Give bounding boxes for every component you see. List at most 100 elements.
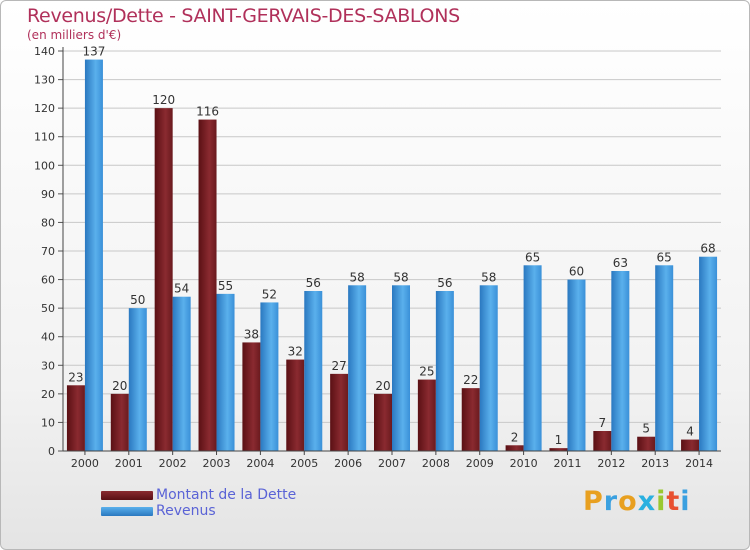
bar-revenus: [128, 308, 147, 451]
logo-letter: o: [618, 486, 638, 517]
data-label: 55: [218, 279, 233, 293]
y-tick-label: 10: [41, 416, 55, 429]
bar-dette: [461, 388, 480, 451]
y-tick-label: 50: [41, 302, 55, 315]
data-label: 20: [375, 379, 390, 393]
data-label: 7: [599, 416, 607, 430]
x-tick-label: 2000: [71, 457, 99, 470]
data-label: 68: [700, 242, 715, 256]
data-label: 5: [642, 422, 650, 436]
x-tick-label: 2013: [641, 457, 669, 470]
legend-swatch-revenus: [101, 507, 153, 516]
bar-dette: [374, 393, 392, 451]
legend-label-revenus: Revenus: [156, 503, 216, 519]
data-label: 54: [174, 282, 189, 296]
x-tick-label: 2003: [203, 457, 231, 470]
logo-letter: x: [637, 486, 657, 517]
y-tick-label: 110: [34, 131, 55, 144]
bar-dette: [637, 436, 656, 451]
data-label: 27: [331, 359, 346, 373]
y-tick-label: 120: [34, 102, 55, 115]
bar-dette: [330, 373, 349, 451]
y-tick-label: 20: [41, 388, 55, 401]
data-label: 2: [511, 430, 519, 444]
bar-dette: [505, 445, 524, 451]
bar-dette: [154, 108, 173, 452]
x-tick-label: 2001: [115, 457, 143, 470]
y-tick-label: 30: [41, 359, 55, 372]
bar-dette: [417, 379, 436, 451]
data-label: 137: [82, 45, 105, 59]
bar-revenus: [435, 291, 454, 451]
data-label: 63: [613, 256, 628, 270]
bar-dette: [198, 119, 217, 452]
y-tick-label: 40: [41, 331, 55, 344]
data-label: 50: [130, 293, 145, 307]
bar-revenus: [567, 279, 586, 451]
bar-revenus: [84, 59, 103, 451]
bar-revenus: [260, 302, 279, 451]
data-label: 56: [306, 276, 321, 290]
x-tick-label: 2004: [246, 457, 274, 470]
bar-revenus: [348, 285, 367, 451]
x-tick-label: 2005: [290, 457, 318, 470]
bar-dette: [66, 385, 85, 451]
bar-revenus: [699, 256, 718, 451]
data-label: 4: [686, 425, 694, 439]
chart-title: Revenus/Dette - SAINT-GERVAIS-DES-SABLON…: [27, 5, 460, 27]
data-label: 38: [244, 327, 259, 341]
x-tick-label: 2012: [597, 457, 625, 470]
y-tick-label: 70: [41, 245, 55, 258]
logo-letter: i: [656, 486, 667, 517]
x-tick-label: 2008: [422, 457, 450, 470]
data-label: 1: [555, 433, 563, 447]
data-label: 116: [196, 105, 219, 119]
bar-dette: [286, 359, 305, 451]
x-tick-label: 2007: [378, 457, 406, 470]
y-tick-label: 130: [34, 74, 55, 87]
proxiti-logo: Proxiti: [583, 486, 691, 517]
data-label: 58: [349, 270, 364, 284]
x-tick-label: 2011: [553, 457, 581, 470]
data-label: 32: [288, 345, 303, 359]
bar-dette: [110, 393, 129, 451]
data-label: 60: [569, 265, 584, 279]
x-tick-label: 2014: [685, 457, 713, 470]
x-tick-label: 2002: [159, 457, 187, 470]
bar-revenus: [523, 265, 542, 451]
data-label: 56: [437, 276, 452, 290]
y-tick-label: 60: [41, 274, 55, 287]
y-tick-label: 100: [34, 159, 55, 172]
logo-letter: r: [603, 486, 619, 517]
logo-letter: P: [583, 486, 604, 517]
chart-subtitle: (en milliers d'€): [27, 28, 122, 42]
bar-revenus: [392, 285, 410, 451]
bar-dette: [681, 439, 700, 451]
data-label: 23: [68, 370, 83, 384]
data-label: 58: [393, 270, 408, 284]
data-label: 58: [481, 270, 496, 284]
bar-revenus: [172, 296, 191, 451]
logo-letter: i: [680, 486, 691, 517]
y-tick-label: 90: [41, 188, 55, 201]
data-label: 65: [525, 250, 540, 264]
data-label: 52: [262, 287, 277, 301]
bar-revenus: [479, 285, 498, 451]
bar-revenus: [655, 265, 674, 451]
y-tick-label: 140: [34, 45, 55, 58]
legend-label-dette: Montant de la Dette: [156, 487, 297, 503]
data-label: 25: [419, 365, 434, 379]
y-tick-label: 80: [41, 216, 55, 229]
logo-letter: t: [666, 486, 681, 517]
data-label: 120: [152, 93, 175, 107]
bar-dette: [242, 342, 261, 451]
data-label: 22: [463, 373, 478, 387]
data-label: 20: [112, 379, 127, 393]
legend-swatch-dette: [101, 491, 153, 500]
y-tick-label: 0: [48, 445, 55, 458]
x-tick-label: 2010: [510, 457, 538, 470]
bar-revenus: [304, 291, 323, 451]
bar-dette: [593, 431, 612, 451]
bar-revenus: [216, 293, 235, 451]
